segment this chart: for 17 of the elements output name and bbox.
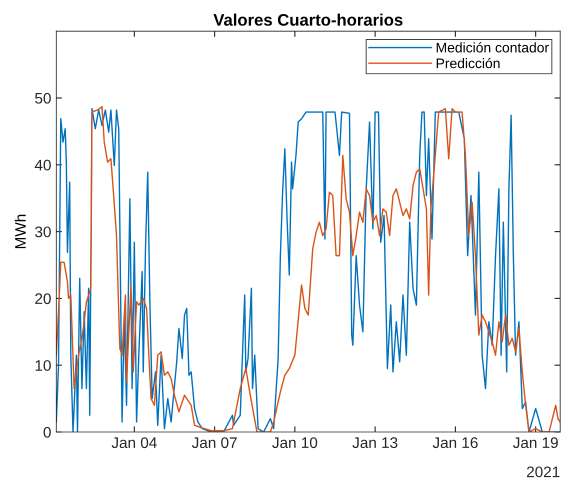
x-tick-label: Jan 13 <box>352 437 398 448</box>
chart-title: Valores Cuarto-horarios <box>213 14 402 26</box>
y-axis-title: MWh <box>14 214 26 248</box>
x-tick-label: Jan 04 <box>112 437 157 448</box>
x-tick-label: Jan 16 <box>432 437 478 448</box>
x-tick-label: Jan 10 <box>272 437 318 448</box>
y-tick-label: 40 <box>34 160 51 170</box>
y-tick-label: 50 <box>35 92 51 104</box>
legend-label: Predicción <box>436 58 500 68</box>
x-tick-label: Jan 19 <box>512 437 558 448</box>
x-tick-label: Jan 07 <box>192 437 237 448</box>
y-tick-label: 0 <box>44 426 51 438</box>
y-tick-label: 20 <box>35 293 51 304</box>
y-tick-label: 30 <box>35 226 51 238</box>
y-tick-label: 10 <box>36 360 51 371</box>
text: 2021 <box>526 466 560 478</box>
legend-label: Medición contador <box>436 42 549 53</box>
